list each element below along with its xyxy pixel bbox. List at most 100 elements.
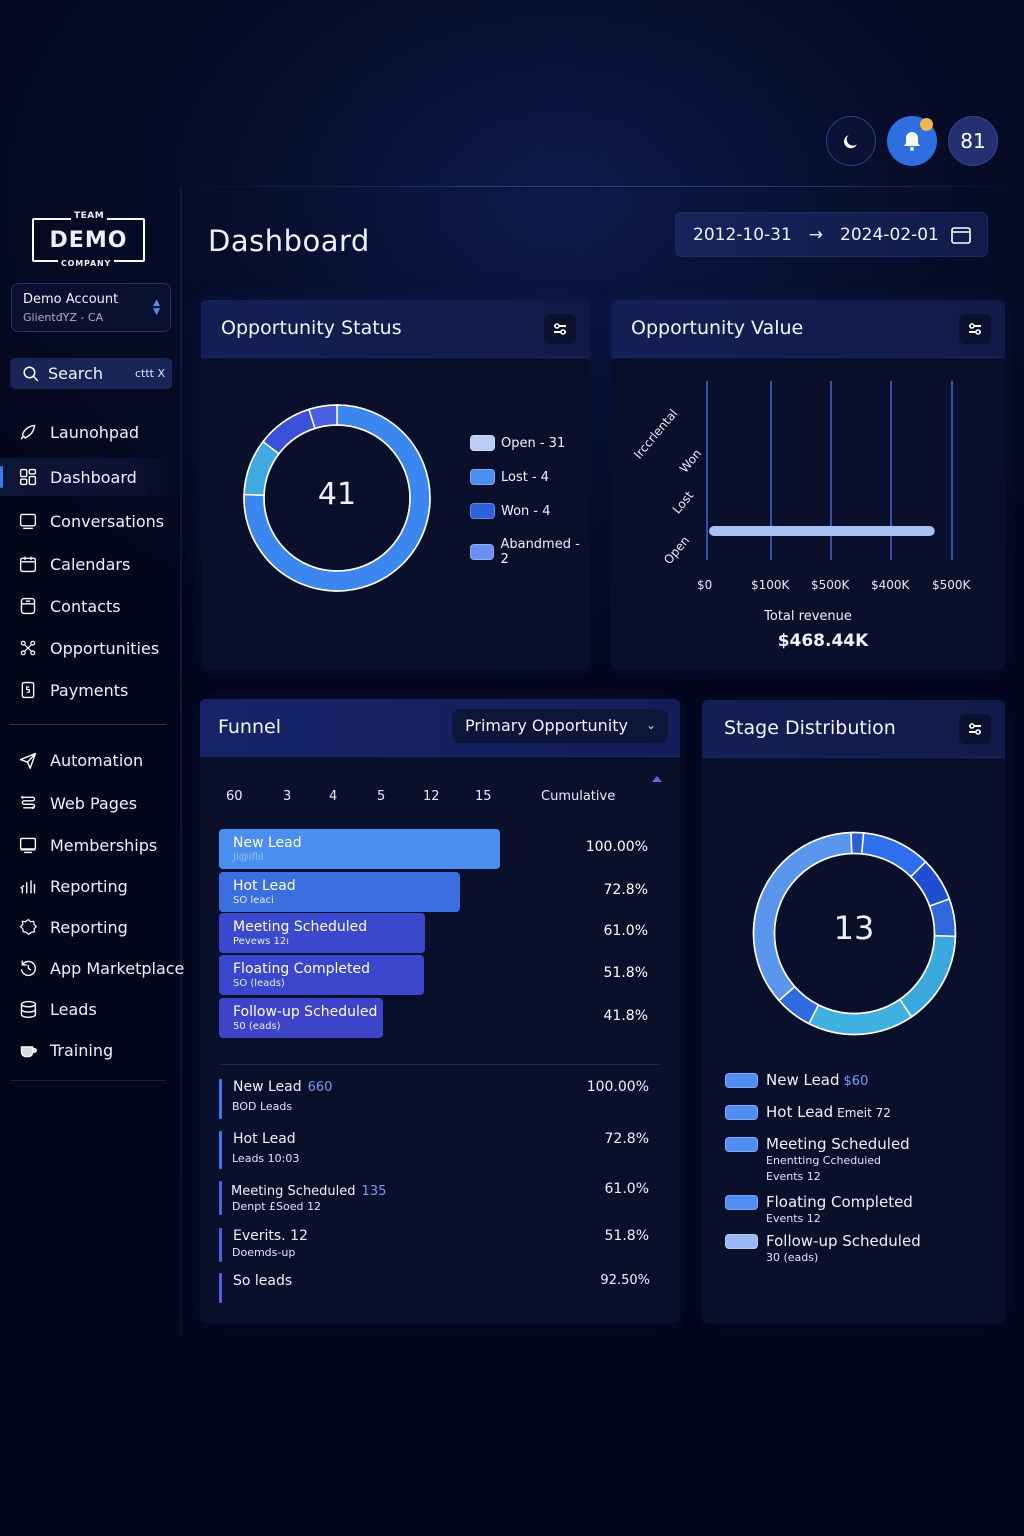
legend-label-text: Floating Completed — [766, 1193, 913, 1211]
sidebar-item-automation[interactable]: Automation — [0, 741, 180, 779]
sliders-icon — [554, 323, 566, 335]
row-label-text: Everits. 12 — [233, 1228, 308, 1244]
sidebar-item-opportunities[interactable]: Opportunities — [0, 629, 180, 667]
sidebar-separator — [10, 724, 166, 725]
legend-label: Follow-up Scheduled — [766, 1232, 921, 1250]
donut-outline — [752, 831, 957, 1036]
funnel-bar-sub: SO (leads) — [233, 978, 285, 989]
funnel-header: 4 — [329, 789, 338, 804]
dropdown-value: Primary Opportunity — [465, 716, 628, 735]
funnel-bar-label: Floating Completed — [233, 961, 371, 977]
arrow-right-icon: → — [808, 224, 824, 245]
sidebar-item-calendars[interactable]: Calendars — [0, 545, 180, 583]
funnel-list-row[interactable]: Hot Lead Leads 10:03 72.8% — [219, 1131, 659, 1169]
card-header: Opportunity Value — [611, 300, 1005, 358]
row-pct: 100.00% — [586, 1079, 649, 1095]
funnel-header: 12 — [423, 789, 440, 804]
funnel-bar[interactable]: Follow-up Scheduled 50 (eads) — [219, 998, 383, 1038]
sidebar-item-leads[interactable]: Leads — [0, 990, 180, 1028]
dashboard-grid-icon — [18, 467, 38, 487]
row-sub: BOD Leads — [232, 1100, 293, 1113]
sidebar-item-label: Opportunities — [50, 638, 160, 658]
date-range-picker[interactable]: 2012-10-31 → 2024-02-01 — [675, 212, 988, 257]
chat-icon — [18, 511, 38, 531]
sidebar-item-launohpad[interactable]: Launohpad — [0, 413, 180, 451]
row-label: Hot Lead — [233, 1131, 296, 1147]
sidebar-item-dashboard[interactable]: Dashboard — [0, 458, 180, 496]
sidebar-item-label: Leads — [50, 999, 97, 1019]
search-shortcut: cttt X — [134, 367, 165, 380]
sidebar-item-training[interactable]: Training — [0, 1031, 180, 1069]
funnel-list-row[interactable]: Everits. 12 Doemds-up 51.8% — [219, 1228, 659, 1262]
donut-inner-outline — [773, 852, 936, 1015]
bar-open[interactable] — [709, 526, 935, 536]
sidebar-item-label: Launohpad — [50, 422, 140, 442]
row-label: Everits. 12 — [233, 1228, 308, 1244]
filter-button[interactable] — [959, 714, 991, 744]
sidebar-item-payments[interactable]: Payments — [0, 671, 180, 709]
sidebar-item-contacts[interactable]: Contacts — [0, 587, 180, 625]
legend-label: Meeting Scheduled — [766, 1135, 910, 1153]
notifications-button[interactable] — [887, 116, 937, 166]
sidebar-item-web-pages[interactable]: Web Pages — [0, 784, 180, 822]
account-switcher[interactable]: Demo Account GlientđYZ - CA ▲ ▼ — [11, 283, 171, 332]
sidebar-item-label: Memberships — [50, 835, 158, 855]
legend-item: Won - 4 — [470, 503, 551, 519]
legend-swatch — [725, 1137, 758, 1152]
legend-value: Emeit 72 — [837, 1106, 891, 1120]
cup-icon — [18, 1040, 38, 1060]
total-revenue-value: $468.44K — [777, 631, 869, 651]
funnel-bar-pct: 41.8% — [603, 1008, 648, 1024]
card-header: Opportunity Status — [201, 300, 590, 358]
funnel-bar[interactable]: New Lead Ji@iflıl — [219, 829, 500, 869]
history-icon — [18, 958, 38, 978]
legend-swatch — [725, 1073, 758, 1088]
sidebar-item-memberships[interactable]: Memberships — [0, 826, 180, 864]
card-header: Stage Distribution — [702, 700, 1005, 758]
funnel-divider — [219, 1064, 660, 1065]
legend-label: New Lead $60 — [766, 1071, 868, 1089]
notification-count-badge[interactable]: 81 — [948, 116, 998, 166]
search-label: Search — [48, 364, 103, 383]
sidebar-item-label: Dashboard — [50, 467, 137, 487]
stage-distribution-card: Stage Distribution 13 — [702, 700, 1005, 1323]
sort-up-icon[interactable] — [652, 776, 662, 782]
funnel-list-row[interactable]: So leads 92.50% — [219, 1273, 659, 1303]
pipeline-dropdown[interactable]: Primary Opportunity ⌄ — [452, 709, 668, 743]
legend-sub: Enentting Ccheduied — [766, 1154, 882, 1167]
funnel-bar[interactable]: Meeting Scheduled Pevews 12ı — [219, 913, 425, 953]
row-sub: Leads 10:03 — [232, 1152, 300, 1165]
theme-toggle-button[interactable] — [826, 116, 876, 166]
sidebar-item-label: Conversations — [50, 511, 165, 531]
filter-button[interactable] — [544, 314, 576, 344]
sidebar-item-app-marketplace[interactable]: App Marketplace — [0, 949, 184, 987]
funnel-list-row[interactable]: Meeting Scheduled 135 Denpt £Soed 12 61.0% — [219, 1181, 659, 1215]
opportunity-status-card: Opportunity Status 41 Open - 31 Lost - 4 W… — [201, 300, 590, 670]
donut-segment-s5[interactable] — [898, 934, 957, 1018]
funnel-bar[interactable]: Floating Completed SO (leads) — [219, 955, 424, 995]
opportunity-value-chart — [706, 381, 953, 560]
row-accent — [219, 1131, 222, 1169]
sidebar-item-reporting[interactable]: Reporting — [0, 867, 180, 905]
sidebar-divider — [180, 186, 182, 1336]
funnel-header: 60 — [226, 789, 243, 804]
chevron-updown-icon: ▲ ▼ — [153, 298, 160, 317]
filter-button[interactable] — [959, 314, 991, 344]
x-tick-label: $500K — [811, 578, 850, 592]
row-accent — [219, 1079, 222, 1119]
sidebar-item-conversations[interactable]: Conversations — [0, 502, 180, 540]
funnel-bar-sub: 50 (eads) — [233, 1021, 281, 1032]
row-label: Meeting Scheduled 135 — [231, 1184, 386, 1199]
bar-report-icon — [18, 876, 38, 896]
funnel-bar-sub: SO leaci — [233, 895, 274, 906]
legend-label: Won - 4 — [501, 503, 551, 519]
card-title: Opportunity Status — [221, 317, 402, 339]
row-count: 660 — [307, 1080, 333, 1095]
funnel-list-row[interactable]: New Lead 660 BOD Leads 100.00% — [219, 1079, 659, 1119]
sidebar-separator — [10, 1080, 166, 1081]
funnel-bar[interactable]: Hot Lead SO leaci — [219, 872, 460, 912]
row-label-text: Meeting Scheduled — [231, 1184, 356, 1199]
sidebar-item-reporting[interactable]: Reporting — [0, 908, 180, 946]
search-button[interactable]: Search cttt X — [10, 358, 172, 389]
legend-sub: Events 12 — [766, 1170, 821, 1183]
